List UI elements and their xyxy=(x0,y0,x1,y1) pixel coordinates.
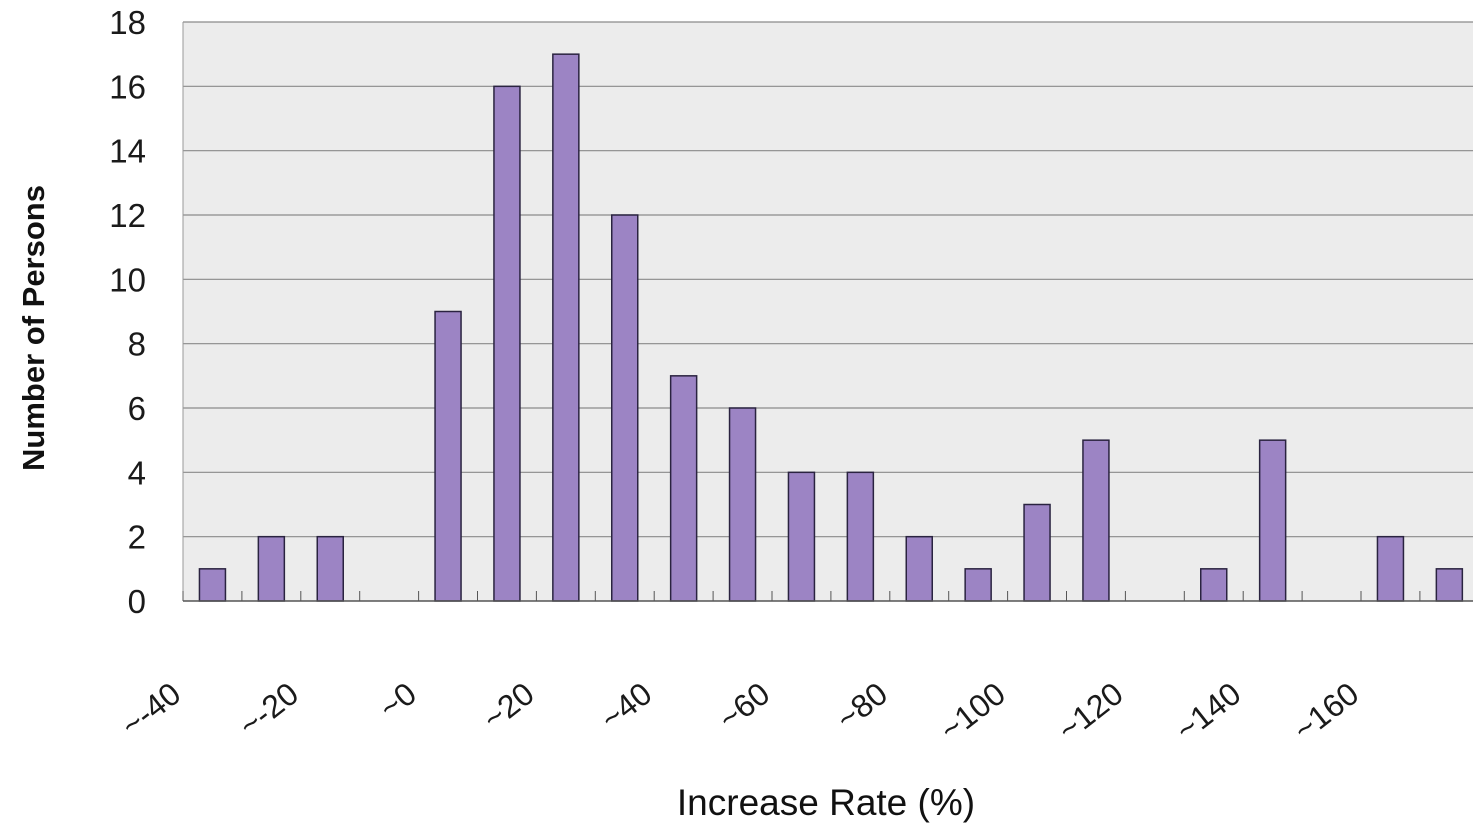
y-tick-label: 8 xyxy=(128,326,146,363)
x-axis-tick-labels: ~-40 ~-20 ~0 ~20 ~40 ~60 ~80 ~100 ~120 ~140 ~160 xyxy=(114,675,1365,748)
bar xyxy=(1435,568,1464,602)
bar xyxy=(905,535,933,602)
bar xyxy=(846,471,875,602)
bar xyxy=(552,53,580,602)
x-tick-label: ~160 xyxy=(1286,675,1365,748)
x-tick-label: ~-40 xyxy=(114,675,187,743)
gridlines xyxy=(182,21,1473,601)
y-tick-label: 16 xyxy=(109,68,146,105)
bar xyxy=(611,214,639,602)
bar xyxy=(728,407,757,602)
y-tick-label: 12 xyxy=(109,197,146,234)
x-tick-label: ~120 xyxy=(1051,675,1130,748)
y-tick-label: 14 xyxy=(109,133,146,170)
bar xyxy=(964,568,992,602)
bar xyxy=(1023,503,1051,602)
x-tick-label: ~0 xyxy=(372,675,423,726)
x-axis-label: Increase Rate (%) xyxy=(677,782,975,823)
bar xyxy=(1376,535,1405,602)
bar xyxy=(787,471,816,602)
y-axis-label: Number of Persons xyxy=(16,185,51,471)
x-axis xyxy=(182,591,1473,602)
bar xyxy=(669,375,698,602)
x-tick-label: ~80 xyxy=(829,675,894,737)
x-tick-label: ~20 xyxy=(476,675,541,737)
y-tick-label: 10 xyxy=(109,261,146,298)
y-tick-label: 6 xyxy=(128,390,146,427)
y-axis-tick-labels: 0 2 4 6 8 10 12 14 16 18 xyxy=(109,4,146,620)
y-tick-label: 18 xyxy=(109,4,146,41)
bar xyxy=(434,310,462,602)
x-tick-label: ~100 xyxy=(933,675,1012,748)
bar xyxy=(1082,439,1110,602)
plot-area xyxy=(183,22,1473,601)
x-tick-label: ~140 xyxy=(1169,675,1248,748)
y-tick-label: 0 xyxy=(128,583,146,620)
bar xyxy=(316,535,344,602)
y-tick-label: 2 xyxy=(128,519,146,556)
bar xyxy=(493,85,521,602)
x-tick-label: ~-20 xyxy=(232,675,305,743)
x-tick-label: ~40 xyxy=(594,675,659,737)
bar xyxy=(1200,568,1228,602)
bar xyxy=(257,535,286,602)
y-tick-label: 4 xyxy=(128,454,146,491)
bar xyxy=(1258,439,1287,602)
x-tick-label: ~60 xyxy=(711,675,776,737)
bar xyxy=(198,568,227,602)
